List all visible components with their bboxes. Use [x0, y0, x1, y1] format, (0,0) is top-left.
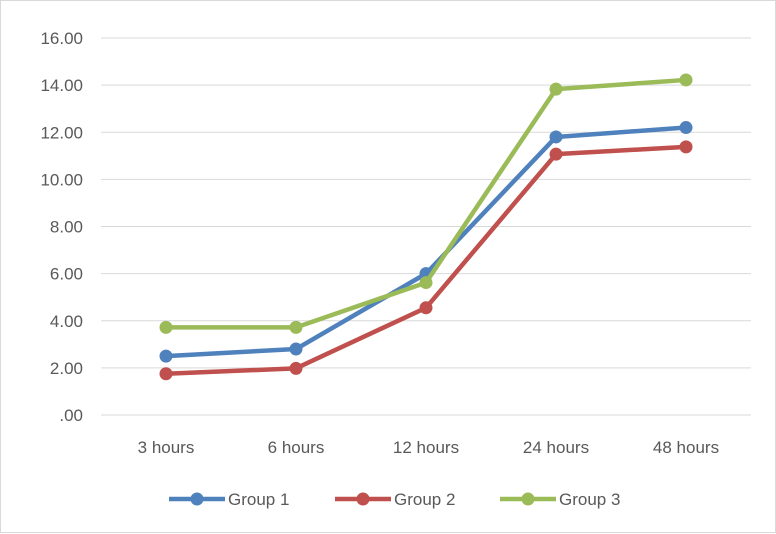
series-line — [163, 77, 689, 330]
y-tick-label: 14.00 — [40, 76, 83, 95]
data-point — [159, 349, 173, 363]
y-tick-label: 6.00 — [50, 265, 83, 284]
x-tick-label: 3 hours — [138, 438, 195, 457]
data-point — [289, 342, 303, 356]
series-lines — [159, 73, 693, 381]
data-point — [549, 130, 563, 144]
y-tick-label: 16.00 — [40, 29, 83, 48]
data-point — [419, 301, 433, 315]
legend-marker — [190, 492, 204, 506]
series-line — [163, 144, 689, 377]
data-point — [159, 320, 173, 334]
legend-label: Group 3 — [559, 490, 620, 509]
y-tick-label: 12.00 — [40, 123, 83, 142]
y-tick-label: 10.00 — [40, 170, 83, 189]
legend-item: Group 1 — [169, 490, 289, 509]
legend-label: Group 1 — [228, 490, 289, 509]
legend: Group 1 Group 2 Group 3 — [169, 490, 620, 509]
x-tick-label: 12 hours — [393, 438, 459, 457]
data-point — [679, 73, 693, 87]
legend-marker — [521, 492, 535, 506]
x-axis-tick-labels: 3 hours 6 hours 12 hours 24 hours 48 hours — [138, 438, 719, 457]
legend-marker — [356, 492, 370, 506]
y-tick-label: 8.00 — [50, 218, 83, 237]
data-point — [289, 361, 303, 375]
legend-label: Group 2 — [394, 490, 455, 509]
data-point — [549, 82, 563, 96]
x-tick-label: 48 hours — [653, 438, 719, 457]
series-line — [163, 125, 689, 359]
y-tick-label: 4.00 — [50, 312, 83, 331]
data-point — [289, 320, 303, 334]
series-3 — [159, 73, 693, 334]
data-point — [159, 367, 173, 381]
data-point — [419, 276, 433, 290]
y-tick-label: .00 — [59, 406, 83, 425]
y-axis-tick-labels: .00 2.00 4.00 6.00 8.00 10.00 12.00 14.00 16.00 — [40, 29, 83, 425]
series-1 — [159, 121, 693, 363]
data-point — [549, 147, 563, 161]
y-tick-label: 2.00 — [50, 359, 83, 378]
data-point — [679, 121, 693, 135]
x-tick-label: 6 hours — [268, 438, 325, 457]
x-tick-label: 24 hours — [523, 438, 589, 457]
legend-item: Group 2 — [335, 490, 455, 509]
gridlines — [101, 37, 751, 416]
legend-item: Group 3 — [500, 490, 620, 509]
data-point — [679, 140, 693, 154]
series-2 — [159, 140, 693, 381]
